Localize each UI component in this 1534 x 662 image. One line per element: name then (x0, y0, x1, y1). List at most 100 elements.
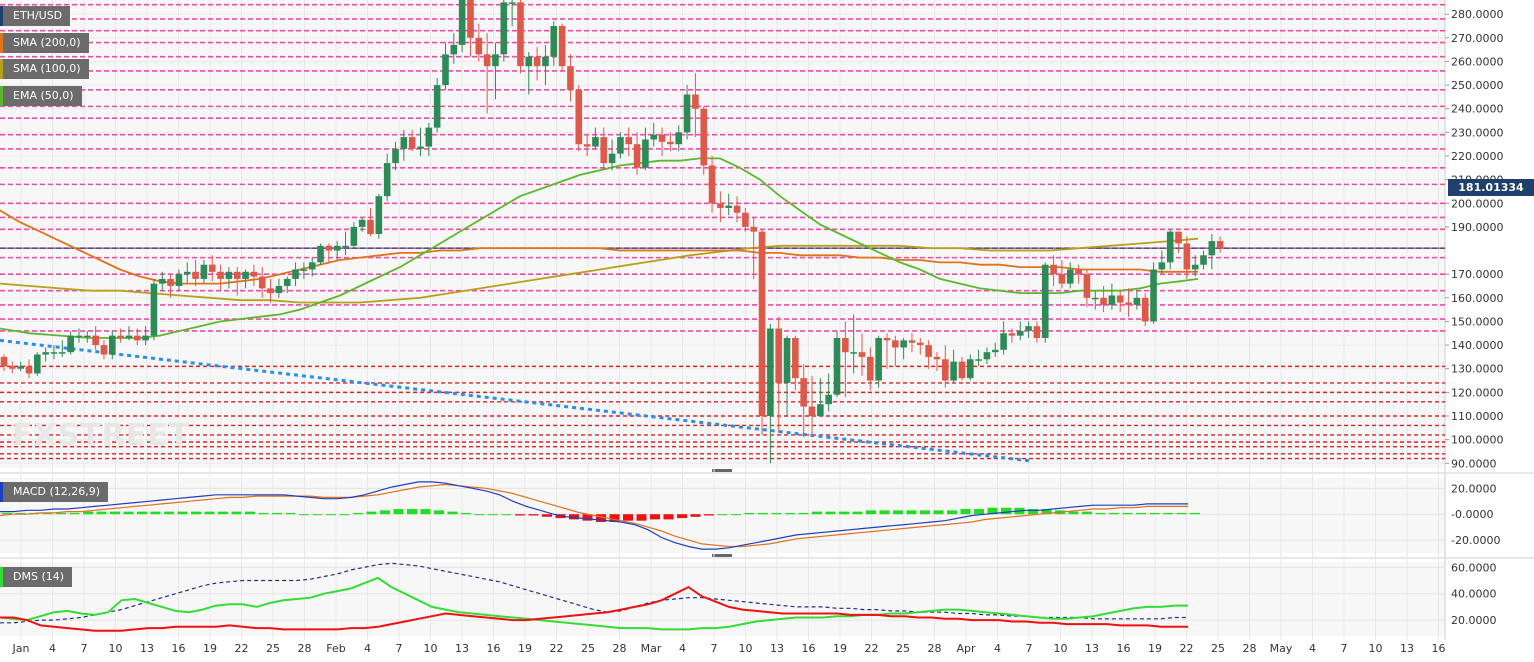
candle-body (1000, 333, 1007, 350)
candle-body (717, 203, 724, 208)
bearish-candle (742, 208, 749, 232)
candle-body (242, 271, 249, 279)
candle-body (342, 245, 349, 248)
bearish-candle (233, 267, 241, 296)
candle-body (908, 340, 916, 343)
bearish-candle (808, 375, 816, 438)
candle-body (142, 335, 149, 341)
macd-histogram-bar (785, 512, 795, 515)
y-tick-label: 270.0000 (1451, 32, 1504, 45)
macd-histogram-bar (839, 511, 849, 515)
candle-body (1041, 264, 1049, 338)
bearish-candle (625, 127, 633, 156)
candle-body (683, 94, 691, 133)
bullish-candle (950, 349, 957, 383)
bullish-candle (108, 330, 116, 360)
bullish-candle (42, 347, 49, 362)
bearish-candle (717, 191, 724, 223)
bearish-candle (467, 0, 474, 57)
candle-body (1108, 295, 1116, 305)
bearish-candle (250, 264, 258, 286)
macd-histogram-bar (1095, 512, 1106, 515)
x-tick-label: 7 (396, 642, 403, 655)
candle-body (667, 141, 674, 145)
bearish-candle (1125, 288, 1132, 317)
y-tick-label: 110.0000 (1451, 410, 1504, 423)
sma200-line (0, 209, 1198, 285)
macd-badge[interactable]: MACD (12,26,9) (0, 482, 109, 502)
macd-histogram-bar (461, 512, 471, 515)
macd-histogram-bar (1001, 507, 1011, 515)
bearish-candle (775, 316, 782, 433)
candle-body (217, 271, 224, 279)
bearish-candle (1033, 321, 1041, 343)
macd-histogram-bar (56, 512, 66, 515)
bearish-candle (1008, 328, 1016, 343)
bullish-candle (75, 328, 83, 343)
macd-y-tick-label: -0.0000 (1451, 508, 1493, 521)
bearish-candle (258, 267, 266, 298)
macd-histogram-bar (1136, 512, 1146, 515)
x-tick-label: 4 (679, 642, 686, 655)
candle-body (275, 286, 283, 294)
bullish-candle (383, 153, 391, 201)
macd-histogram-bar (447, 511, 458, 515)
watermark-logo: FXSTREET (12, 418, 191, 453)
dms-badge[interactable]: DMS (14) (0, 567, 73, 587)
symbol-badge[interactable]: ETH/USD (0, 6, 71, 26)
bearish-candle (883, 333, 891, 369)
candle-body (983, 352, 991, 360)
bullish-candle (1016, 321, 1024, 341)
ema50-line (0, 157, 1199, 339)
candle-body (833, 338, 841, 395)
candle-body (417, 146, 424, 149)
bearish-candle (475, 23, 483, 62)
macd-histogram-bar (542, 514, 552, 517)
bullish-candle (1150, 262, 1157, 324)
bearish-candle (533, 47, 541, 81)
candle-body (608, 153, 616, 164)
candle-body (792, 338, 799, 379)
bullish-candle (1091, 290, 1099, 310)
ema50-badge[interactable]: EMA (50,0) (0, 86, 82, 106)
x-tick-label: 13 (770, 642, 784, 655)
candle-body (442, 54, 449, 86)
candle-body (67, 335, 74, 353)
macd-histogram-bar (123, 511, 134, 515)
bearish-candle (0, 354, 8, 372)
bearish-candle (733, 196, 741, 223)
bullish-candle (158, 271, 166, 291)
candle-body (333, 245, 341, 251)
sma100-badge[interactable]: SMA (100,0) (0, 59, 89, 79)
y-tick-label: 150.0000 (1451, 315, 1504, 328)
macd-histogram-bar (650, 514, 660, 520)
bearish-candle (167, 274, 174, 298)
bearish-candle (908, 333, 916, 353)
candle-body (125, 335, 133, 338)
macd-histogram-bar (596, 514, 606, 522)
bullish-candle (492, 42, 499, 100)
y-tick-label: 230.0000 (1451, 126, 1504, 139)
y-tick-label: 260.0000 (1451, 55, 1504, 68)
candle-body (200, 264, 208, 279)
candle-body (100, 345, 108, 355)
macd-histogram-bar (1068, 511, 1079, 515)
candle-body (1083, 274, 1091, 298)
candle-body (892, 340, 899, 348)
candle-body (625, 137, 633, 145)
y-tick-label: 90.0000 (1451, 457, 1497, 470)
macd-histogram-bar (744, 512, 755, 515)
candle-body (50, 352, 58, 354)
candle-body (1216, 241, 1224, 249)
bearish-candle (267, 278, 274, 303)
macd-histogram-bar (1041, 509, 1052, 515)
y-tick-label: 100.0000 (1451, 434, 1504, 447)
sma200-badge[interactable]: SMA (200,0) (0, 33, 89, 53)
bullish-candle (783, 335, 791, 416)
bullish-candle (150, 278, 158, 341)
bearish-candle (1083, 269, 1091, 308)
macd-histogram-bar (380, 510, 390, 515)
candle-body (1208, 241, 1216, 256)
bearish-candle (117, 328, 124, 343)
